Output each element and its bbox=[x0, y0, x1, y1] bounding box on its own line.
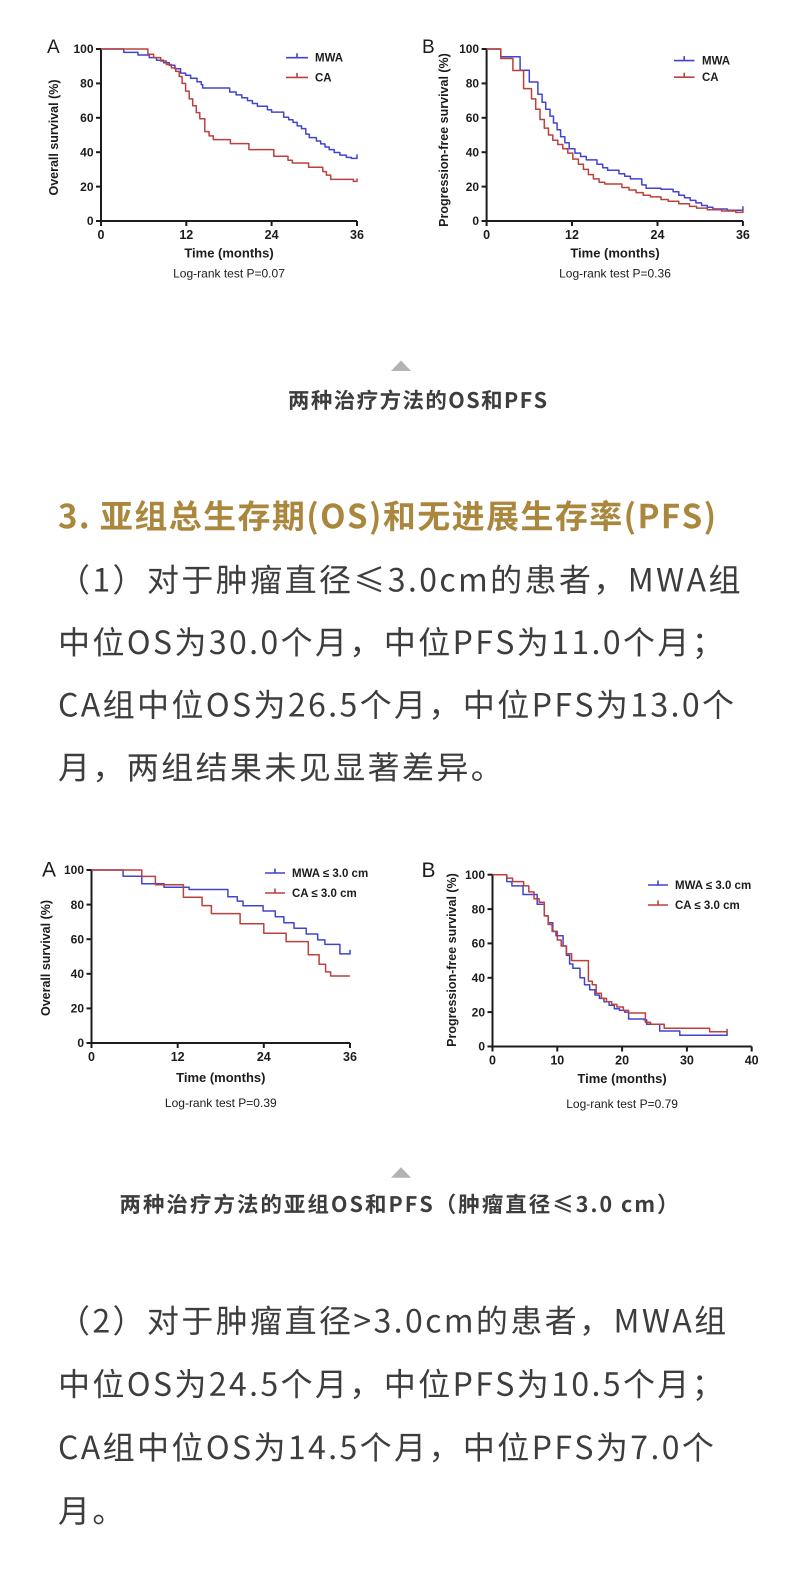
svg-text:0: 0 bbox=[88, 1050, 95, 1064]
svg-text:80: 80 bbox=[80, 77, 94, 91]
svg-text:Log-rank test P=0.36: Log-rank test P=0.36 bbox=[559, 267, 671, 281]
svg-text:0: 0 bbox=[489, 1054, 496, 1068]
svg-text:40: 40 bbox=[71, 967, 85, 981]
svg-text:80: 80 bbox=[472, 902, 486, 916]
svg-text:0: 0 bbox=[87, 214, 94, 228]
svg-text:12: 12 bbox=[565, 228, 579, 242]
svg-text:80: 80 bbox=[71, 898, 85, 912]
svg-text:0: 0 bbox=[77, 1036, 84, 1050]
svg-text:36: 36 bbox=[736, 228, 750, 242]
svg-text:Time (months): Time (months) bbox=[570, 246, 659, 261]
svg-text:40: 40 bbox=[80, 145, 94, 159]
svg-text:Progression-free survival (%): Progression-free survival (%) bbox=[437, 53, 451, 227]
svg-text:MWA ≤ 3.0 cm: MWA ≤ 3.0 cm bbox=[292, 868, 368, 880]
svg-text:0: 0 bbox=[472, 214, 479, 228]
svg-text:80: 80 bbox=[466, 77, 480, 91]
svg-text:40: 40 bbox=[745, 1054, 759, 1068]
svg-text:0: 0 bbox=[98, 228, 105, 242]
svg-text:Time (months): Time (months) bbox=[577, 1071, 666, 1086]
svg-text:Progression-free survival (%): Progression-free survival (%) bbox=[445, 873, 459, 1047]
svg-text:60: 60 bbox=[466, 111, 480, 125]
svg-text:20: 20 bbox=[71, 1002, 85, 1016]
svg-text:Overall survival (%): Overall survival (%) bbox=[47, 79, 61, 195]
svg-text:40: 40 bbox=[472, 971, 486, 985]
svg-text:12: 12 bbox=[171, 1050, 185, 1064]
svg-text:MWA: MWA bbox=[315, 53, 343, 65]
svg-text:B: B bbox=[422, 859, 436, 882]
svg-text:30: 30 bbox=[680, 1054, 694, 1068]
svg-text:Log-rank test P=0.07: Log-rank test P=0.07 bbox=[173, 267, 285, 281]
svg-text:A: A bbox=[42, 859, 56, 882]
svg-text:Log-rank test P=0.79: Log-rank test P=0.79 bbox=[566, 1097, 678, 1111]
svg-text:CA ≤ 3.0 cm: CA ≤ 3.0 cm bbox=[292, 888, 357, 900]
svg-text:60: 60 bbox=[80, 111, 94, 125]
svg-text:20: 20 bbox=[472, 1005, 486, 1019]
svg-text:60: 60 bbox=[71, 932, 85, 946]
svg-text:CA: CA bbox=[702, 72, 719, 84]
svg-text:Log-rank test P=0.39: Log-rank test P=0.39 bbox=[165, 1096, 277, 1110]
svg-text:Time (months): Time (months) bbox=[176, 1070, 265, 1085]
svg-text:60: 60 bbox=[472, 937, 486, 951]
svg-text:24: 24 bbox=[265, 228, 279, 242]
svg-text:B: B bbox=[422, 37, 435, 58]
svg-text:20: 20 bbox=[615, 1054, 629, 1068]
svg-text:24: 24 bbox=[651, 228, 665, 242]
svg-text:Time (months): Time (months) bbox=[184, 246, 273, 261]
svg-text:0: 0 bbox=[483, 228, 490, 242]
svg-text:CA ≤ 3.0 cm: CA ≤ 3.0 cm bbox=[675, 900, 740, 912]
svg-text:10: 10 bbox=[550, 1054, 564, 1068]
svg-text:20: 20 bbox=[80, 180, 94, 194]
svg-text:20: 20 bbox=[466, 180, 480, 194]
svg-text:24: 24 bbox=[257, 1050, 271, 1064]
svg-text:CA: CA bbox=[315, 72, 332, 84]
svg-text:100: 100 bbox=[465, 868, 485, 882]
svg-text:Overall survival (%): Overall survival (%) bbox=[39, 900, 53, 1016]
svg-text:MWA: MWA bbox=[702, 56, 730, 68]
svg-text:100: 100 bbox=[64, 863, 84, 877]
svg-text:100: 100 bbox=[459, 42, 479, 56]
svg-text:40: 40 bbox=[466, 145, 480, 159]
svg-text:12: 12 bbox=[179, 228, 193, 242]
svg-text:MWA ≤ 3.0 cm: MWA ≤ 3.0 cm bbox=[675, 880, 751, 892]
svg-text:36: 36 bbox=[350, 228, 364, 242]
svg-text:A: A bbox=[47, 37, 60, 58]
svg-text:100: 100 bbox=[73, 42, 93, 56]
svg-text:36: 36 bbox=[343, 1050, 357, 1064]
svg-text:0: 0 bbox=[478, 1040, 485, 1054]
